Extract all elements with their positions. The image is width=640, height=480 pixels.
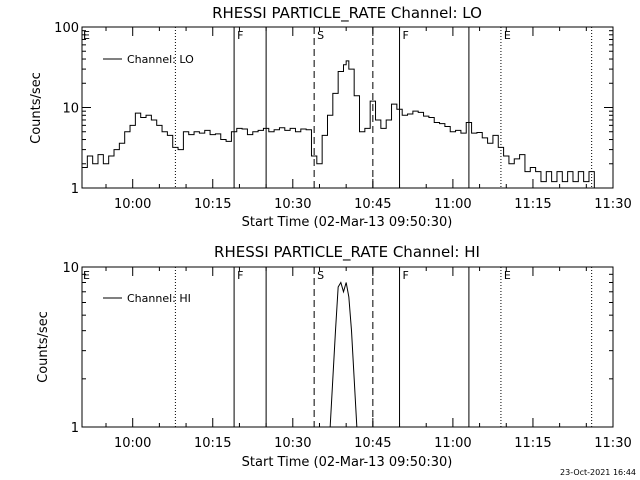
hi-legend-label: Channel: HI <box>127 292 191 305</box>
hi-marker-label-6: F <box>403 269 409 282</box>
lo-x-tick-label: 10:45 <box>354 197 391 212</box>
lo-marker-label-0: E <box>83 29 90 42</box>
lo-legend-label: Channel: LO <box>127 53 194 66</box>
hi-marker-label-8: E <box>504 269 511 282</box>
lo-chart-title: RHESSI PARTICLE_RATE Channel: LO <box>212 4 482 23</box>
hi-plot-frame <box>81 266 614 428</box>
hi-x-axis: 10:00 10:15 10:30 10:45 11:00 11:15 11:30 <box>105 267 632 451</box>
lo-x-tick-label: 10:00 <box>114 197 151 212</box>
lo-x-tick-label: 11:15 <box>514 197 551 212</box>
hi-x-tick-label: 11:30 <box>594 436 631 451</box>
hi-x-tick-label: 10:30 <box>274 436 311 451</box>
hi-marker-label-2: F <box>237 269 243 282</box>
hi-y-tick-label: 1 <box>71 421 79 436</box>
lo-plot-frame <box>81 26 614 189</box>
lo-marker-label-8: E <box>504 29 511 42</box>
lo-x-tick-label: 10:15 <box>194 197 231 212</box>
lo-y-axis: 1 10 100 <box>54 21 613 197</box>
hi-x-tick-label: 11:00 <box>434 436 471 451</box>
lo-marker-label-4: S <box>317 29 324 42</box>
hi-series-line <box>329 281 358 428</box>
hi-y-tick-label: 10 <box>62 261 79 276</box>
hi-marker-label-0: E <box>83 269 90 282</box>
lo-y-tick-label: 100 <box>54 21 79 36</box>
lo-y-tick-label: 1 <box>71 182 79 197</box>
lo-series-line <box>82 60 595 188</box>
lo-x-tick-label: 11:00 <box>434 197 471 212</box>
hi-marker-label-4: S <box>317 269 324 282</box>
lo-x-tick-label: 10:30 <box>274 197 311 212</box>
hi-x-tick-label: 11:15 <box>514 436 551 451</box>
lo-y-tick-label: 10 <box>62 102 79 117</box>
hi-y-axis: 1 10 <box>62 261 613 436</box>
lo-y-axis-label: Counts/sec <box>29 72 44 144</box>
generation-timestamp: 23-Oct-2021 16:44 <box>560 468 636 477</box>
lo-x-axis-label: Start Time (02-Mar-13 09:50:30) <box>242 215 453 230</box>
hi-channel-panel: RHESSI PARTICLE_RATE Channel: HI E F S F E 1… <box>36 243 632 470</box>
lo-marker-label-2: F <box>237 29 243 42</box>
lo-marker-label-6: F <box>403 29 409 42</box>
lo-x-axis: 10:00 10:15 10:30 10:45 11:00 11:15 11:30 <box>105 27 632 212</box>
hi-x-tick-label: 10:00 <box>114 436 151 451</box>
hi-chart-title: RHESSI PARTICLE_RATE Channel: HI <box>214 243 480 262</box>
hi-x-tick-label: 10:15 <box>194 436 231 451</box>
hi-x-tick-label: 10:45 <box>354 436 391 451</box>
hi-y-axis-label: Counts/sec <box>36 311 51 383</box>
lo-channel-panel: RHESSI PARTICLE_RATE Channel: LO E F S F E 1… <box>29 4 632 230</box>
lo-x-tick-label: 11:30 <box>594 197 631 212</box>
hi-x-axis-label: Start Time (02-Mar-13 09:50:30) <box>242 455 453 470</box>
